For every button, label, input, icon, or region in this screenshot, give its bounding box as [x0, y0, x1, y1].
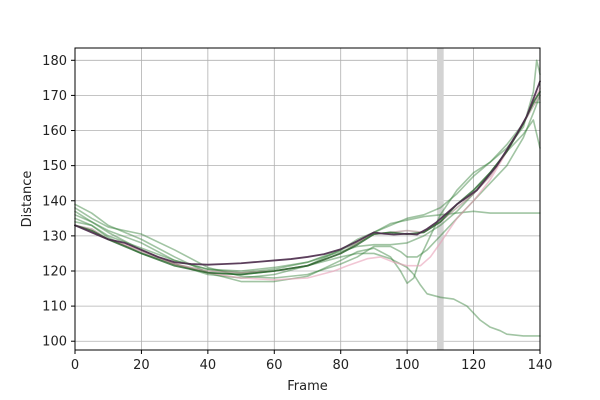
y-axis-label: Distance: [20, 171, 35, 228]
y-tick-label: 110: [42, 300, 67, 315]
x-tick-label: 120: [461, 358, 486, 373]
series-line-10: [74, 80, 541, 266]
y-tick-label: 140: [42, 194, 67, 209]
y-tick-label: 170: [42, 89, 67, 104]
x-tick-label: 80: [332, 358, 349, 373]
x-tick-label: 0: [71, 358, 79, 373]
grid: [74, 48, 541, 350]
x-tick-label: 60: [266, 358, 283, 373]
series-lines: [74, 59, 541, 337]
series-line-1: [74, 94, 541, 279]
x-tick-label: 40: [200, 358, 217, 373]
y-axis-ticks: 100 110 120 130 140 150 160 170 180: [42, 54, 75, 350]
y-tick-label: 100: [42, 335, 67, 350]
y-tick-label: 150: [42, 159, 67, 174]
y-tick-label: 130: [42, 229, 67, 244]
y-tick-label: 120: [42, 264, 67, 279]
x-axis-label: Frame: [287, 379, 328, 394]
plot-frame: [74, 47, 541, 351]
x-axis-ticks: 0 20 40 60 80 100 120 140: [71, 350, 553, 373]
y-tick-label: 160: [42, 124, 67, 139]
series-line-9: [74, 91, 541, 276]
x-tick-label: 140: [528, 358, 553, 373]
x-tick-label: 100: [395, 358, 420, 373]
x-tick-label: 20: [133, 358, 150, 373]
y-tick-label: 180: [42, 54, 67, 69]
highlight-span: [437, 48, 444, 350]
highlight-band: [437, 48, 444, 350]
series-line-2: [74, 59, 541, 285]
series-line-8: [74, 94, 541, 274]
